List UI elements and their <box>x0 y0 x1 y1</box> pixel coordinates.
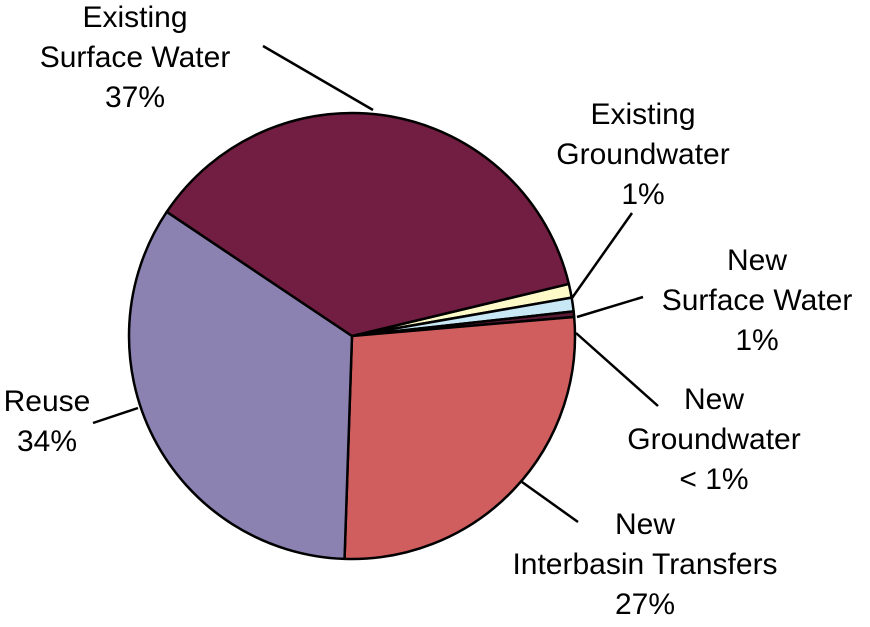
label-percent: < 1% <box>679 463 749 496</box>
label-line: Groundwater <box>556 138 730 171</box>
label-line: Groundwater <box>627 423 801 456</box>
label-line: New <box>614 508 675 541</box>
leader-line-new-groundwater <box>575 332 659 407</box>
label-percent: 27% <box>614 588 676 621</box>
label-line: Reuse <box>3 385 91 418</box>
leader-line-new-surface-water <box>576 295 644 319</box>
label-percent: 1% <box>621 178 665 211</box>
leader-line-new-interbasin-transfers <box>521 480 579 524</box>
label-line: New <box>683 383 744 416</box>
label-line: New <box>726 244 787 277</box>
label-line: Existing <box>590 98 696 131</box>
leader-line-reuse <box>92 406 139 425</box>
label-line: Surface Water <box>39 41 231 74</box>
pie-slice-existing-surface-water <box>165 111 571 338</box>
label-percent: 37% <box>104 81 166 114</box>
label-new-interbasin-transfers: New Interbasin Transfers 27% <box>512 505 777 625</box>
label-line: Interbasin Transfers <box>512 548 778 581</box>
pie-slices <box>127 111 577 561</box>
label-existing-groundwater: Existing Groundwater 1% <box>556 95 729 215</box>
label-line: Surface Water <box>661 284 853 317</box>
label-new-surface-water: New Surface Water 1% <box>662 241 853 361</box>
label-percent: 1% <box>735 324 779 357</box>
leader-line-existing-surface-water <box>262 44 374 112</box>
pie-slice-reuse <box>127 210 354 561</box>
label-line: Existing <box>82 1 188 34</box>
label-reuse: Reuse 34% <box>4 382 91 462</box>
label-existing-surface-water: Existing Surface Water 37% <box>40 0 231 118</box>
label-percent: 34% <box>16 425 78 458</box>
leader-lines <box>92 44 659 524</box>
leader-line-existing-groundwater <box>570 212 634 299</box>
label-new-groundwater: New Groundwater < 1% <box>627 380 800 500</box>
pie-slice-new-interbasin-transfers <box>343 315 577 561</box>
